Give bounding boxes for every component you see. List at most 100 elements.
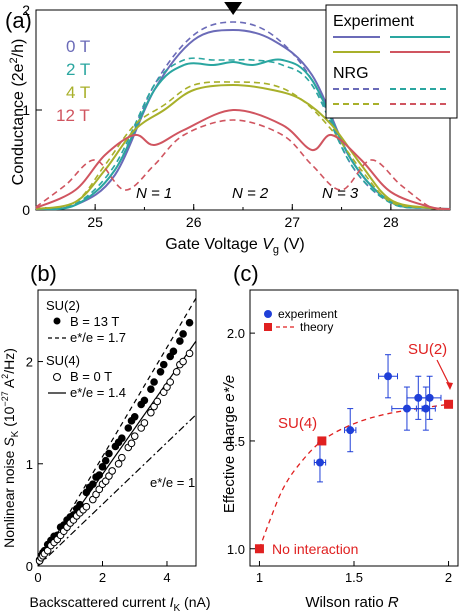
annotation-su2-arrowhead-icon <box>446 382 453 390</box>
theory-point <box>317 436 327 446</box>
a-xtick-label: 26 <box>186 214 202 230</box>
point-13t <box>179 330 187 338</box>
panel-b-xlabel: Backscattered current IK (nA) <box>30 594 211 613</box>
curve-4t-experiment <box>35 83 451 210</box>
point-0t <box>185 349 194 358</box>
curve-12t-experiment <box>35 108 451 210</box>
annotation-su2: SU(2) <box>408 341 447 358</box>
fit-line-dashed <box>37 297 197 567</box>
panel-c-xlabel: Wilson ratio R <box>305 594 399 611</box>
point-13t <box>130 412 139 421</box>
region-n1: N = 1 <box>136 185 172 202</box>
b-xtick-label: 2 <box>99 570 106 585</box>
region-n2: N = 2 <box>232 185 269 202</box>
annotation-e1: e*/e = 1 <box>150 475 195 490</box>
b-ytick-label: 2 <box>26 355 33 370</box>
a-xtick-label: 28 <box>383 214 399 230</box>
point-13t <box>147 385 155 393</box>
panel-b-ylabel: Nonlinear noise SK (10−27 A2/Hz) <box>0 348 21 548</box>
legend-su2-marker: B = 13 T <box>70 314 119 329</box>
c-ytick-label: 2.0 <box>227 326 245 341</box>
point-13t <box>89 480 97 489</box>
legend-experiment-icon <box>264 310 272 318</box>
legend-open-circle-icon <box>53 373 61 381</box>
legend-su4-marker: B = 0 T <box>70 369 112 384</box>
c-xtick-label: 1.5 <box>345 570 363 585</box>
experiment-point <box>384 372 393 381</box>
panel-a-xlabel: Gate Voltage Vg (V) <box>165 236 305 256</box>
b-xtick-label: 0 <box>34 570 41 585</box>
c-ytick-label: 1.0 <box>227 542 245 557</box>
point-13t <box>169 347 178 356</box>
legend-experiment: Experiment <box>333 13 414 30</box>
point-13t <box>118 434 126 443</box>
panel-a-ylabel: Conductance (2e2/h) <box>8 39 27 186</box>
field-label-0t: 0 T <box>66 37 90 56</box>
field-label-12t: 12 T <box>56 106 90 125</box>
point-0t <box>153 397 162 406</box>
experiment-point <box>346 426 355 435</box>
point-13t <box>124 424 133 432</box>
point-13t <box>140 396 149 405</box>
point-0t <box>130 432 139 440</box>
experiment-point <box>425 393 434 402</box>
annotation-no-interaction: No interaction <box>272 541 358 557</box>
panel-b-points <box>35 318 194 565</box>
legend-su4-line: e*/e = 1.4 <box>70 385 126 400</box>
point-0t <box>166 378 175 386</box>
point-13t <box>105 449 113 458</box>
a-xtick-label: 25 <box>87 214 103 230</box>
legend-su2-title: SU(2) <box>46 298 80 313</box>
point-13t <box>156 367 165 376</box>
panel-c-ylabel: Effective charge e*/e <box>221 375 238 513</box>
point-13t <box>185 318 194 327</box>
panel-a-ticks: 25 26 27 28 0 1 2 <box>22 2 441 230</box>
point-13t <box>101 456 110 465</box>
b-ytick-label: 1 <box>26 457 33 472</box>
a-xtick-label: 27 <box>284 214 300 230</box>
c-ytick-label: 1.5 <box>227 434 245 449</box>
point-13t <box>159 360 168 369</box>
field-label-4t: 4 T <box>66 83 90 102</box>
point-0t <box>147 408 155 417</box>
legend-box <box>325 4 458 119</box>
point-0t <box>108 467 116 475</box>
point-13t <box>98 463 107 471</box>
panel-b-label: (b) <box>30 261 57 286</box>
experiment-point <box>421 404 430 413</box>
theory-point <box>254 544 264 554</box>
gate-marker-icon <box>224 2 243 15</box>
legend-c-theory: theory <box>300 320 333 334</box>
a-ytick-label: 1 <box>22 102 30 118</box>
b-ytick-label: 0 <box>26 559 33 574</box>
panel-c-label: (c) <box>233 261 259 286</box>
legend-filled-circle-icon <box>53 317 61 325</box>
point-0t <box>172 367 181 376</box>
panel-b-frame <box>37 289 197 567</box>
legend-su4-title: SU(4) <box>46 353 80 368</box>
panel-c-points <box>254 354 454 554</box>
point-0t <box>140 419 149 427</box>
point-0t <box>127 439 136 448</box>
point-13t <box>176 337 184 345</box>
curve-4t-nrg <box>35 81 451 210</box>
region-n3: N = 3 <box>322 185 359 202</box>
panel-c-legend: experiment theory <box>264 307 338 334</box>
curve-2t-nrg <box>35 57 451 210</box>
point-0t <box>82 502 91 511</box>
legend-su2-line: e*/e = 1.7 <box>70 330 126 345</box>
theory-point <box>444 399 454 409</box>
experiment-point <box>315 458 324 467</box>
a-ytick-label: 2 <box>22 2 30 18</box>
legend-theory-icon <box>264 323 272 331</box>
a-ytick-label: 0 <box>22 202 30 218</box>
point-13t <box>95 471 104 479</box>
point-0t <box>118 453 126 462</box>
legend-nrg: NRG <box>333 65 369 82</box>
theory-curve <box>258 403 449 550</box>
panel-c: (c) 1 1.5 2 1.0 1.5 2.0 experiment theory SU(… <box>221 261 459 611</box>
panel-a-curves <box>35 21 451 211</box>
legend-c-experiment: experiment <box>278 307 338 321</box>
c-xtick-label: 2 <box>445 570 452 585</box>
